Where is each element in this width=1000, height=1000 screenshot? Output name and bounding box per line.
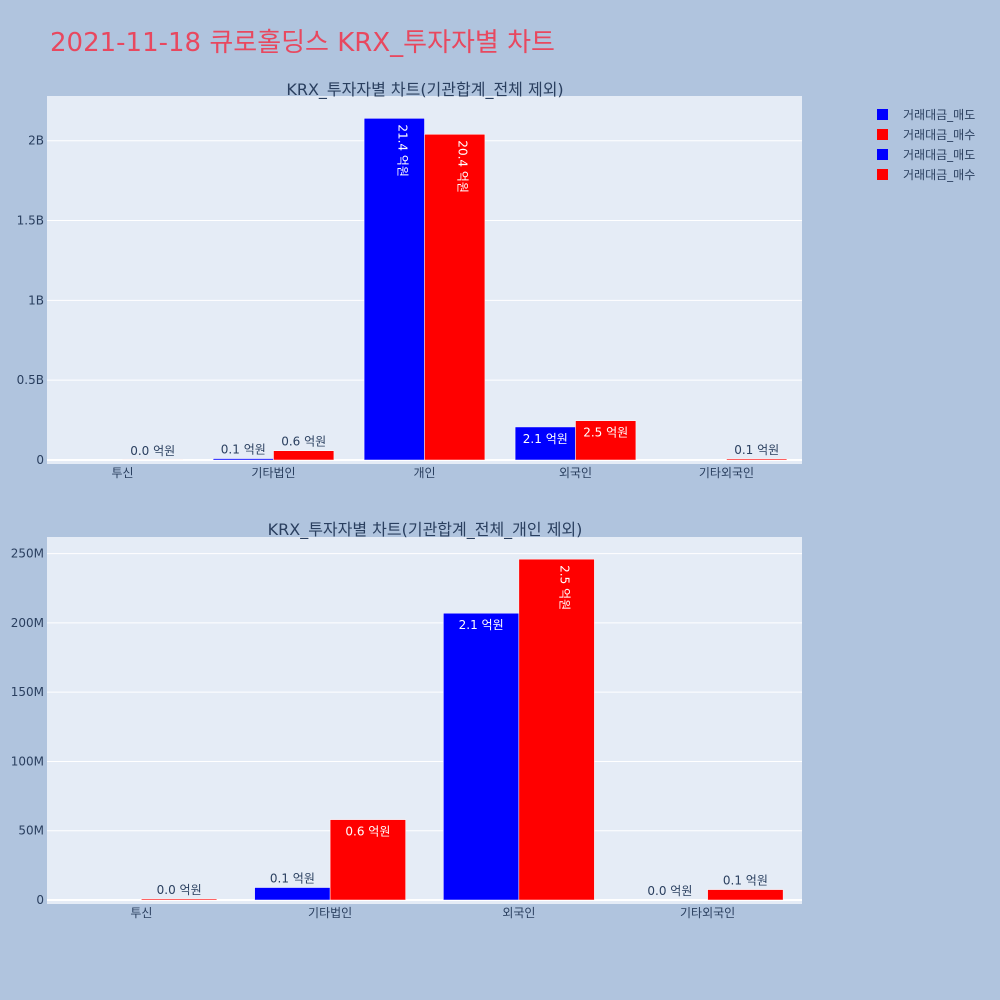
x-tick-label: 기타외국인	[680, 906, 735, 920]
y-tick-label: 0	[36, 453, 44, 467]
y-tick-label: 250M	[11, 547, 44, 561]
bar-거래대금_매도	[363, 118, 425, 461]
data-label: 2.1 억원	[523, 432, 568, 446]
bar-거래대금_매수	[329, 819, 406, 901]
x-tick-label: 투신	[130, 906, 152, 920]
y-tick-label: 50M	[18, 824, 44, 838]
data-label: 0.1 억원	[270, 872, 315, 886]
data-label: 0.0 억원	[130, 444, 175, 458]
bar-거래대금_매수	[575, 420, 637, 461]
bar-거래대금_매수	[518, 558, 595, 901]
legend-entry: 거래대금_매수	[903, 168, 975, 182]
x-tick-label: 기타법인	[308, 906, 352, 920]
bar-거래대금_매도	[212, 458, 274, 461]
data-label: 0.1 억원	[723, 874, 768, 888]
y-tick-label: 150M	[11, 685, 44, 699]
bar-거래대금_매도	[254, 887, 331, 901]
data-label: 0.0 억원	[157, 883, 202, 897]
y-tick-label: 0.5B	[17, 373, 44, 387]
data-label: 0.6 억원	[281, 435, 326, 449]
y-tick-label: 100M	[11, 754, 44, 768]
data-label: 0.1 억원	[221, 443, 266, 457]
bar-거래대금_매수	[707, 889, 784, 901]
data-label: 0.1 억원	[734, 443, 779, 457]
page-title: 2021-11-18 큐로홀딩스 KRX_투자자별 차트	[50, 28, 555, 58]
y-tick-label: 1B	[28, 293, 44, 307]
chart-bottom: KRX_투자자별 차트(기관합계_전체_개인 제외) 0 50M 100M 150M 20…	[11, 520, 802, 920]
data-label: 20.4 억원	[456, 140, 470, 193]
legend-swatch	[877, 109, 888, 120]
data-label: 2.1 억원	[459, 618, 504, 632]
legend-swatch	[877, 169, 888, 180]
bar-거래대금_매수	[726, 458, 788, 461]
legend-entry: 거래대금_매도	[903, 108, 975, 122]
y-tick-label: 0	[36, 893, 44, 907]
data-label: 21.4 억원	[395, 124, 409, 177]
chart-title: KRX_투자자별 차트(기관합계_전체_개인 제외)	[268, 520, 583, 540]
data-label: 0.0 억원	[647, 884, 692, 898]
bar-거래대금_매수	[273, 450, 335, 461]
legend-swatch	[877, 149, 888, 160]
data-label: 0.6 억원	[345, 825, 390, 839]
x-tick-label: 개인	[413, 466, 435, 480]
legend-swatch	[877, 129, 888, 140]
x-tick-label: 기타법인	[251, 466, 295, 480]
x-tick-label: 투신	[111, 466, 133, 480]
data-label: 2.5 억원	[583, 426, 628, 440]
bar-거래대금_매도	[443, 612, 520, 901]
chart-title: KRX_투자자별 차트(기관합계_전체 제외)	[286, 80, 563, 100]
bar-거래대금_매수	[424, 134, 486, 461]
bar-거래대금_매수	[141, 898, 218, 901]
plot-area	[47, 537, 802, 904]
y-tick-label: 200M	[11, 616, 44, 630]
x-tick-label: 외국인	[502, 906, 535, 920]
legend-entry: 거래대금_매도	[903, 148, 975, 162]
x-tick-label: 기타외국인	[699, 466, 754, 480]
data-label: 2.5 억원	[558, 565, 572, 610]
chart-top: KRX_투자자별 차트(기관합계_전체 제외) 0 0.5B 1B 1.5B 2B 투신 0.…	[17, 80, 802, 480]
y-tick-label: 1.5B	[17, 214, 44, 228]
y-tick-label: 2B	[28, 134, 44, 148]
x-tick-label: 외국인	[559, 466, 592, 480]
bar-거래대금_매도	[514, 426, 576, 461]
legend-entry: 거래대금_매수	[903, 128, 975, 142]
